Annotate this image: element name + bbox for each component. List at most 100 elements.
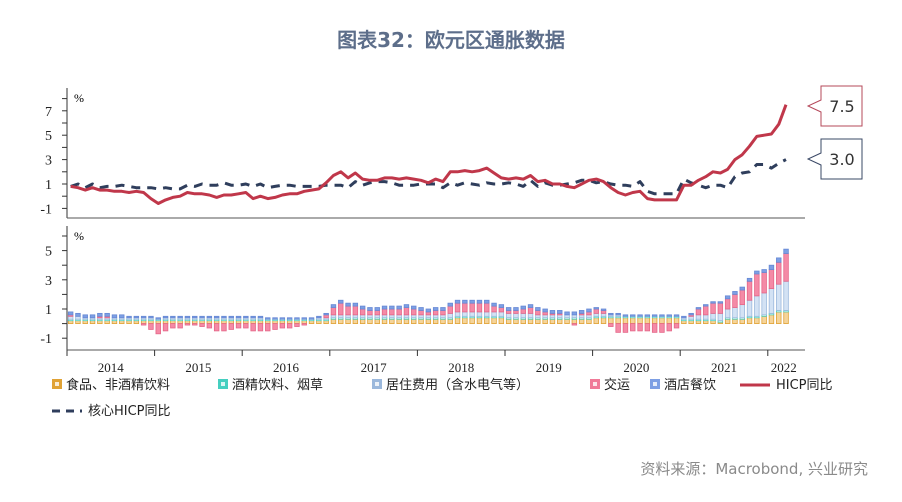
bar-food: [739, 318, 745, 325]
bar-restaurants: [403, 304, 410, 308]
bar-housing: [374, 314, 380, 319]
bar-transport: [542, 311, 548, 316]
bar-transport: [710, 302, 716, 314]
x-tick-label: 2017: [361, 360, 388, 375]
bar-food: [761, 315, 767, 324]
bar-food: [622, 317, 629, 325]
bar-restaurants: [389, 305, 395, 310]
bar-transport: [571, 323, 578, 326]
bar-transport: [396, 308, 402, 316]
x-tick-label: 2022: [771, 360, 797, 375]
bar-restaurants: [155, 317, 161, 320]
bar-transport: [257, 323, 264, 332]
bar-housing: [411, 314, 417, 319]
bar-housing: [403, 314, 410, 319]
bar-food: [783, 311, 789, 325]
bar-food: [703, 320, 709, 324]
bar-transport: [469, 302, 475, 313]
top-y-tick-label: -1: [40, 202, 52, 217]
bar-restaurants: [301, 317, 307, 320]
bar-restaurants: [279, 317, 286, 320]
bar-food: [513, 318, 519, 325]
bar-restaurants: [447, 302, 453, 307]
top-y-tick-label: 3: [45, 154, 52, 169]
bar-restaurants: [513, 307, 519, 311]
top-y-tick-label: 1: [45, 178, 52, 193]
bar-food: [440, 318, 446, 325]
bar-food: [381, 318, 388, 325]
bar-restaurants: [82, 314, 88, 319]
bar-housing: [717, 312, 724, 322]
callout-value: 3.0: [829, 150, 854, 169]
bar-restaurants: [666, 314, 672, 317]
bar-housing: [732, 307, 738, 319]
bar-restaurants: [359, 305, 366, 310]
bar-food: [527, 318, 534, 325]
bar-food: [432, 318, 439, 325]
bar-restaurants: [761, 269, 767, 273]
bar-food: [542, 318, 548, 325]
bar-transport: [498, 307, 505, 313]
bar-transport: [352, 305, 359, 316]
bottom-panel-bar-chart: % 5 3 1 -1 2014 2015 2016 2017 2018 2019 2020 2021…: [40, 226, 805, 375]
x-tick-label: 2016: [273, 360, 300, 375]
bar-transport: [345, 305, 351, 316]
x-tick-label: 2021: [711, 360, 737, 375]
bar-transport: [491, 305, 497, 313]
bar-transport: [717, 302, 724, 314]
bar-food: [469, 317, 475, 325]
bar-food: [557, 318, 563, 325]
bar-food: [257, 320, 264, 324]
bar-housing: [520, 312, 526, 319]
bar-restaurants: [535, 307, 541, 311]
bar-transport: [513, 310, 519, 314]
bar-restaurants: [724, 295, 731, 300]
bar-transport: [294, 323, 300, 327]
bar-restaurants: [469, 299, 475, 304]
bar-food: [308, 320, 315, 324]
legend-label: 交运: [604, 377, 630, 393]
bar-housing: [454, 311, 461, 317]
bar-restaurants: [637, 314, 643, 317]
bar-restaurants: [608, 312, 614, 316]
bar-housing: [761, 292, 767, 316]
bar-food: [535, 318, 541, 325]
bar-restaurants: [783, 248, 789, 254]
value-callout: [806, 138, 863, 180]
bar-food: [586, 318, 592, 325]
bar-restaurants: [571, 311, 578, 316]
bar-restaurants: [717, 301, 724, 304]
bar-housing: [432, 314, 439, 319]
bar-transport: [162, 323, 169, 332]
bar-restaurants: [177, 315, 183, 319]
bar-transport: [367, 310, 373, 316]
legend-label: 食品、非酒精饮料: [66, 377, 170, 393]
bar-restaurants: [542, 308, 548, 313]
bar-food: [746, 317, 753, 325]
bar-food: [323, 320, 329, 324]
bar-food: [630, 317, 636, 325]
bar-housing: [549, 314, 556, 319]
bar-transport: [593, 308, 599, 314]
bar-food: [316, 320, 322, 324]
bar-transport: [140, 323, 147, 326]
bar-food: [162, 320, 169, 324]
bar-housing: [75, 315, 81, 320]
bar-transport: [520, 308, 526, 314]
bar-food: [206, 320, 213, 324]
bar-restaurants: [776, 257, 782, 263]
bar-food: [615, 317, 621, 325]
bar-food: [724, 318, 731, 325]
bar-restaurants: [257, 315, 264, 319]
bar-restaurants: [367, 307, 373, 311]
bar-restaurants: [520, 305, 526, 310]
bar-restaurants: [308, 317, 315, 320]
bar-transport: [243, 323, 249, 329]
bar-restaurants: [411, 305, 417, 310]
bar-food: [484, 317, 490, 325]
bar-restaurants: [454, 299, 461, 304]
bar-housing: [338, 314, 344, 319]
bar-restaurants: [659, 314, 665, 317]
bar-food: [549, 318, 556, 325]
bar-food: [608, 317, 614, 325]
